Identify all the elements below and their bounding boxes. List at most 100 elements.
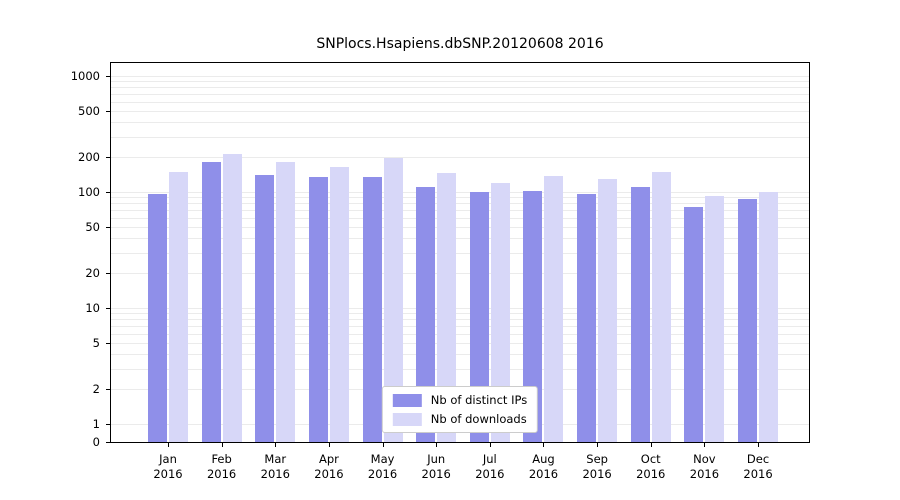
y-tick-mark	[106, 342, 110, 344]
gridline	[111, 226, 809, 228]
y-tick-mark	[106, 226, 110, 228]
plot-area: Nb of distinct IPs Nb of downloads	[110, 62, 810, 443]
x-tick-label: Dec 2016	[743, 452, 773, 481]
x-tick-mark	[168, 443, 169, 447]
gridline	[111, 101, 809, 103]
x-tick-mark	[650, 443, 652, 447]
gridline	[111, 209, 809, 211]
x-tick-label: Nov 2016	[689, 452, 720, 481]
bar-distinct-ips-jan	[148, 194, 167, 442]
gridline	[111, 313, 809, 315]
bar-downloads-jan	[169, 171, 188, 442]
y-tick-label: 20	[85, 266, 100, 281]
x-tick-mark	[436, 443, 438, 447]
x-tick-label: Mar 2016	[260, 452, 290, 481]
gridline	[111, 217, 809, 219]
gridline	[111, 87, 809, 89]
legend-item-downloads: Nb of downloads	[392, 412, 527, 426]
x-tick-mark	[275, 443, 277, 447]
x-tick-label: Jul 2016	[475, 452, 505, 481]
bar-distinct-ips-mar	[255, 175, 275, 442]
gridline	[111, 273, 809, 275]
x-tick-label: Aug 2016	[528, 452, 559, 481]
bar-distinct-ips-may	[362, 176, 382, 442]
x-tick-label: Oct 2016	[636, 452, 666, 481]
y-tick-mark	[106, 192, 110, 193]
bar-distinct-ips-apr	[308, 176, 328, 442]
y-tick-label: 50	[85, 219, 100, 234]
bar-distinct-ips-nov	[684, 206, 704, 442]
x-tick-label: Apr 2016	[314, 452, 344, 481]
bar-downloads-sep	[598, 178, 618, 442]
y-tick-label: 0	[92, 435, 100, 449]
x-tick-label: Sep 2016	[582, 452, 612, 481]
legend-swatch-downloads	[392, 412, 422, 426]
y-tick-mark	[106, 157, 110, 159]
y-tick-label: 10	[85, 301, 100, 315]
bar-downloads-feb	[222, 153, 242, 442]
gridline	[111, 203, 809, 205]
y-tick-mark	[106, 424, 110, 425]
y-tick-label: 2	[92, 382, 100, 397]
gridline	[111, 110, 809, 112]
gridline	[111, 93, 809, 95]
y-tick-mark	[106, 76, 110, 77]
legend-label-distinct-ips: Nb of distinct IPs	[430, 393, 528, 407]
gridline	[111, 157, 809, 159]
x-tick-mark	[758, 443, 760, 447]
y-tick-label: 1000	[70, 69, 100, 83]
bar-distinct-ips-oct	[630, 187, 650, 442]
y-tick-label: 500	[78, 103, 100, 118]
x-tick-mark	[704, 443, 706, 447]
x-tick-mark	[489, 443, 491, 447]
bar-distinct-ips-jun	[416, 187, 436, 442]
bar-distinct-ips-aug	[523, 191, 543, 442]
gridline	[111, 238, 809, 240]
gridline	[111, 197, 809, 199]
gridline	[111, 325, 809, 327]
gridline	[111, 368, 809, 370]
bar-distinct-ips-feb	[201, 162, 221, 442]
x-tick-mark	[382, 443, 384, 447]
gridline	[111, 76, 809, 77]
bar-downloads-jul	[490, 182, 510, 442]
legend-item-distinct-ips: Nb of distinct IPs	[392, 393, 528, 407]
y-tick-mark	[106, 442, 110, 443]
bar-downloads-dec	[759, 192, 779, 442]
gridline	[111, 192, 809, 193]
gridline	[111, 81, 809, 83]
y-tick-label: 200	[78, 150, 100, 165]
legend: Nb of distinct IPs Nb of downloads	[381, 386, 539, 433]
x-tick-label: Feb 2016	[206, 452, 237, 481]
x-tick-mark	[543, 443, 545, 447]
gridline	[111, 308, 809, 309]
chart-title: SNPlocs.Hsapiens.dbSNP.20120608 2016	[316, 36, 604, 52]
gridline	[111, 252, 809, 254]
gridline	[111, 319, 809, 321]
x-tick-mark	[221, 443, 223, 447]
legend-label-downloads: Nb of downloads	[430, 412, 527, 426]
x-tick-mark	[328, 443, 330, 447]
gridline	[111, 122, 809, 124]
x-tick-label: May 2016	[367, 452, 398, 481]
bar-downloads-oct	[651, 171, 671, 442]
y-tick-mark	[106, 110, 110, 112]
bar-downloads-may	[383, 158, 403, 442]
x-tick-label: Jun 2016	[421, 452, 451, 481]
bar-distinct-ips-sep	[577, 194, 597, 442]
bar-downloads-mar	[276, 162, 296, 442]
bar-downloads-nov	[705, 196, 725, 442]
x-tick-mark	[597, 443, 599, 447]
bar-downloads-aug	[544, 175, 564, 442]
y-tick-mark	[106, 308, 110, 309]
y-tick-label: 100	[78, 185, 100, 199]
bar-downloads-apr	[329, 166, 349, 442]
y-tick-label: 1	[92, 417, 100, 431]
bar-distinct-ips-jul	[469, 191, 489, 442]
bar-distinct-ips-dec	[738, 199, 758, 442]
gridline	[111, 136, 809, 138]
bar-downloads-jun	[437, 173, 457, 442]
legend-swatch-distinct-ips	[392, 393, 422, 407]
gridline	[111, 354, 809, 356]
